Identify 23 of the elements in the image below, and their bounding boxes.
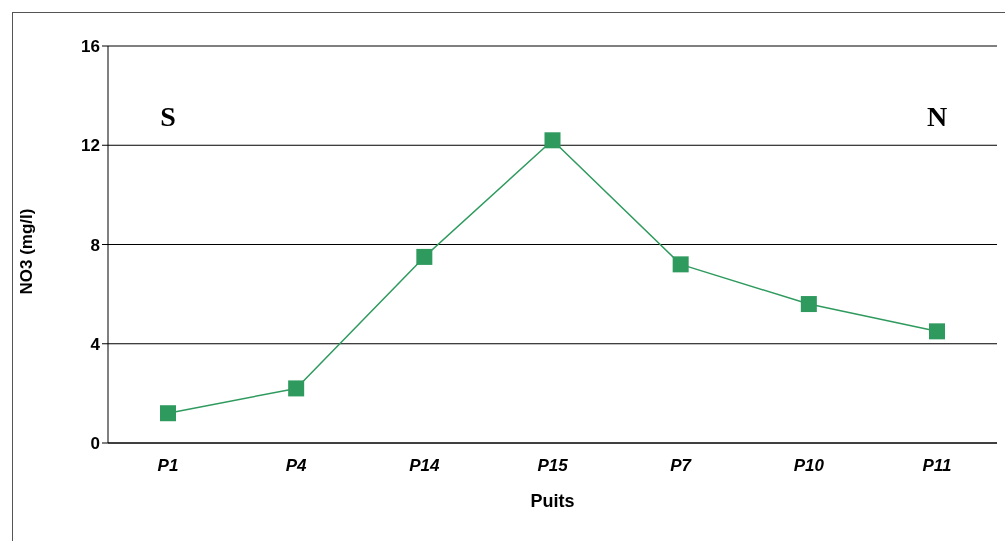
point — [288, 380, 305, 397]
annotation: S — [159, 101, 177, 133]
point — [929, 323, 945, 340]
y-tick-label: 0 — [90, 434, 100, 454]
point — [544, 132, 561, 149]
point — [672, 256, 689, 273]
x-tick-label: P14 — [409, 456, 440, 476]
x-tick-label: P1 — [157, 456, 179, 476]
y-tick-label: 4 — [90, 334, 101, 354]
y-tick-label: 16 — [81, 37, 100, 57]
x-tick-label: P10 — [793, 456, 825, 476]
x-tick-label: P15 — [537, 456, 569, 476]
x-tick-label: P11 — [922, 456, 952, 476]
point — [800, 296, 817, 313]
x-tick-label: P7 — [670, 456, 693, 476]
y-tick-label: 12 — [81, 136, 100, 156]
y-axis-title: NO3 (mg/l) — [17, 208, 37, 295]
point — [160, 405, 176, 422]
y-tick-label: 8 — [90, 235, 100, 255]
x-axis-title: Puits — [530, 491, 575, 511]
point — [416, 248, 433, 265]
annotation: N — [925, 101, 949, 133]
x-tick-label: P4 — [285, 456, 308, 476]
